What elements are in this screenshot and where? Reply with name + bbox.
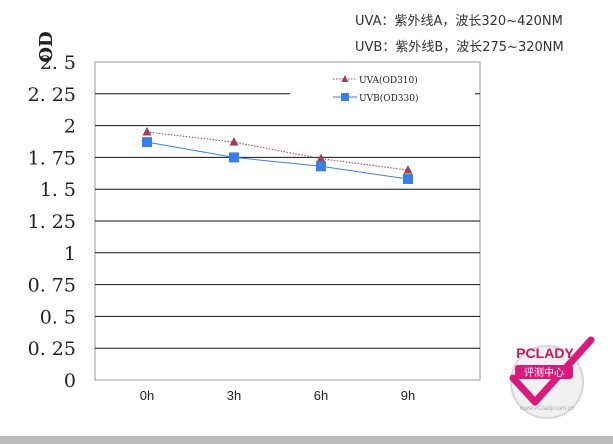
series-point-2: [229, 152, 239, 163]
legend-marker-2: [341, 93, 349, 101]
y-tick-label: 0. 25: [28, 338, 76, 360]
y-tick-label: 0. 5: [40, 306, 76, 328]
series-point-1: [316, 153, 326, 163]
series-line-2: [146, 141, 409, 180]
series-point-1: [403, 165, 413, 174]
legend-box: [290, 66, 475, 112]
series-point-1: [142, 126, 152, 136]
y-tick-label: 1. 5: [40, 179, 76, 201]
uvb-note: UVB：紫外线B，波长275~320NM: [355, 40, 564, 55]
x-tick-label: 9h: [401, 388, 415, 403]
pclady-watermark-logo: PCLADY 评测中心 www.PClady.com.cn: [509, 336, 595, 419]
series-point-1: [229, 137, 239, 146]
series-point-2: [142, 137, 152, 148]
y-tick-label: 1. 75: [28, 147, 76, 169]
series-point-2: [316, 161, 326, 172]
y-tick-label: 1: [64, 243, 76, 265]
legend-label-1: UVA(OD310): [359, 75, 418, 86]
series-point-2: [403, 174, 413, 185]
y-tick-label: 0. 75: [28, 275, 76, 297]
y-tick-label: 2. 25: [28, 84, 76, 106]
x-tick-label: 0h: [140, 388, 154, 403]
uva-note: UVA：紫外线A，波长320~420NM: [355, 14, 563, 29]
legend-label-2: UVB(OD330): [359, 93, 419, 104]
y-axis-label: OD: [36, 31, 57, 62]
x-tick-label: 6h: [314, 388, 328, 403]
watermark-caption: 评测中心: [524, 366, 564, 379]
x-tick-label: 3h: [227, 388, 241, 403]
watermark-url: www.PClady.com.cn: [519, 406, 574, 412]
series-line-1: [146, 131, 409, 171]
y-tick-label: 2. 5: [40, 52, 76, 74]
watermark-brand: PCLADY: [516, 345, 574, 361]
bottom-divider-bar: [0, 436, 613, 444]
legend-marker-1: [341, 75, 349, 82]
y-tick-label: 2: [64, 116, 76, 138]
y-tick-label: 0: [64, 370, 76, 392]
y-tick-label: 1. 25: [28, 211, 76, 233]
